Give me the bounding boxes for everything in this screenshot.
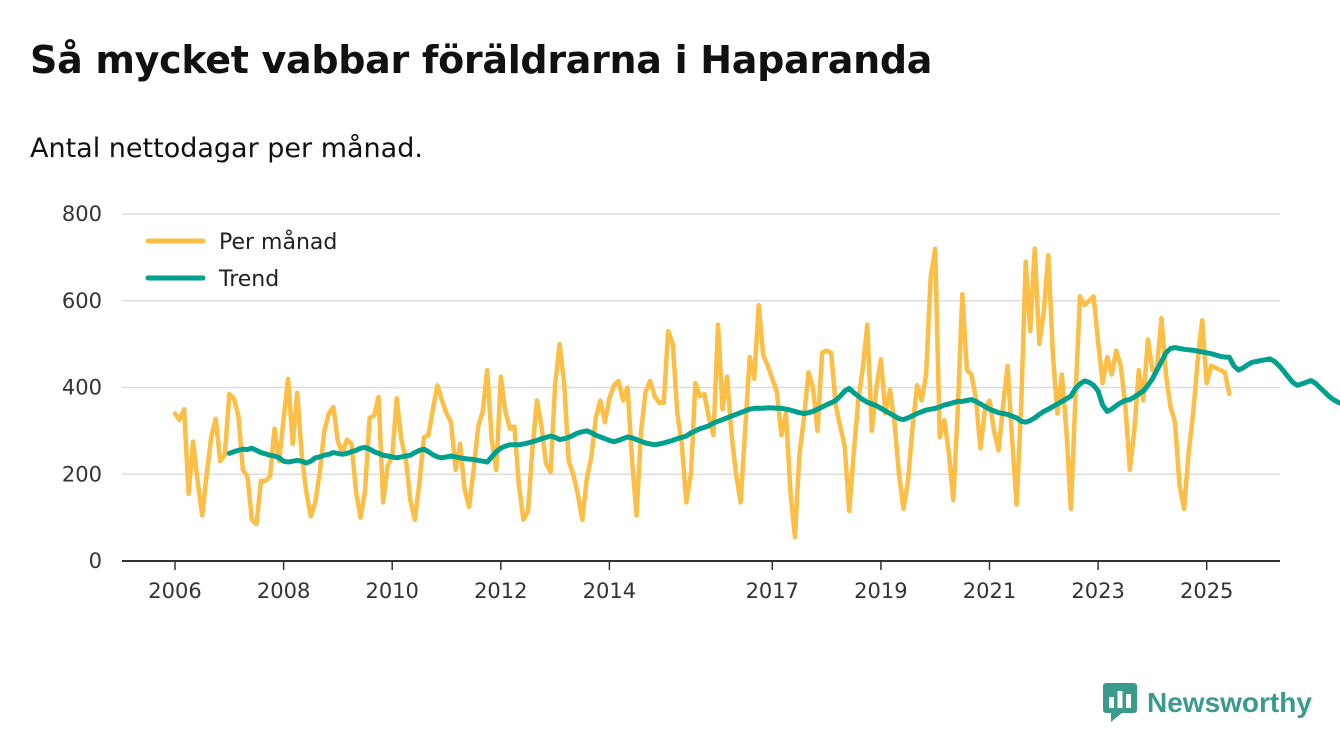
x-tick-label: 2019 bbox=[854, 579, 907, 603]
y-tick-label: 400 bbox=[62, 376, 102, 400]
legend-label: Per månad bbox=[219, 229, 337, 255]
x-tick-label: 2010 bbox=[365, 579, 418, 603]
x-tick-label: 2021 bbox=[963, 579, 1016, 603]
x-tick-label: 2006 bbox=[148, 579, 201, 603]
x-tick-label: 2025 bbox=[1180, 579, 1233, 603]
legend-background bbox=[138, 222, 358, 300]
x-axis: 2006 2008 2010 2012 2014 2017 2019 2021 2023 2025 bbox=[122, 560, 1280, 603]
legend: Per månad Trend bbox=[138, 222, 358, 300]
brand-logo[interactable]: Newsworthy bbox=[1103, 683, 1312, 723]
x-tick-label: 2023 bbox=[1071, 579, 1124, 603]
brand-name: Newsworthy bbox=[1147, 687, 1312, 718]
series-line-trend bbox=[226, 345, 1340, 466]
chart-subtitle: Antal nettodagar per månad. bbox=[30, 133, 423, 164]
y-tick-label: 600 bbox=[62, 289, 102, 313]
series-line-per-manad bbox=[172, 246, 1232, 540]
x-tick-label: 2008 bbox=[257, 579, 310, 603]
x-tick-label: 2012 bbox=[474, 579, 527, 603]
y-tick-label: 200 bbox=[62, 462, 102, 486]
newsworthy-logo-icon bbox=[1103, 683, 1137, 722]
x-tick-label: 2014 bbox=[583, 579, 636, 603]
chart-title: Så mycket vabbar föräldrarna i Haparanda bbox=[30, 38, 933, 82]
y-tick-label: 800 bbox=[62, 202, 102, 226]
series-lines bbox=[172, 246, 1340, 540]
legend-label: Trend bbox=[218, 267, 279, 292]
x-tick-label: 2017 bbox=[746, 579, 799, 603]
y-tick-label: 0 bbox=[89, 549, 102, 573]
y-axis: 0 200 400 600 800 bbox=[62, 202, 102, 573]
